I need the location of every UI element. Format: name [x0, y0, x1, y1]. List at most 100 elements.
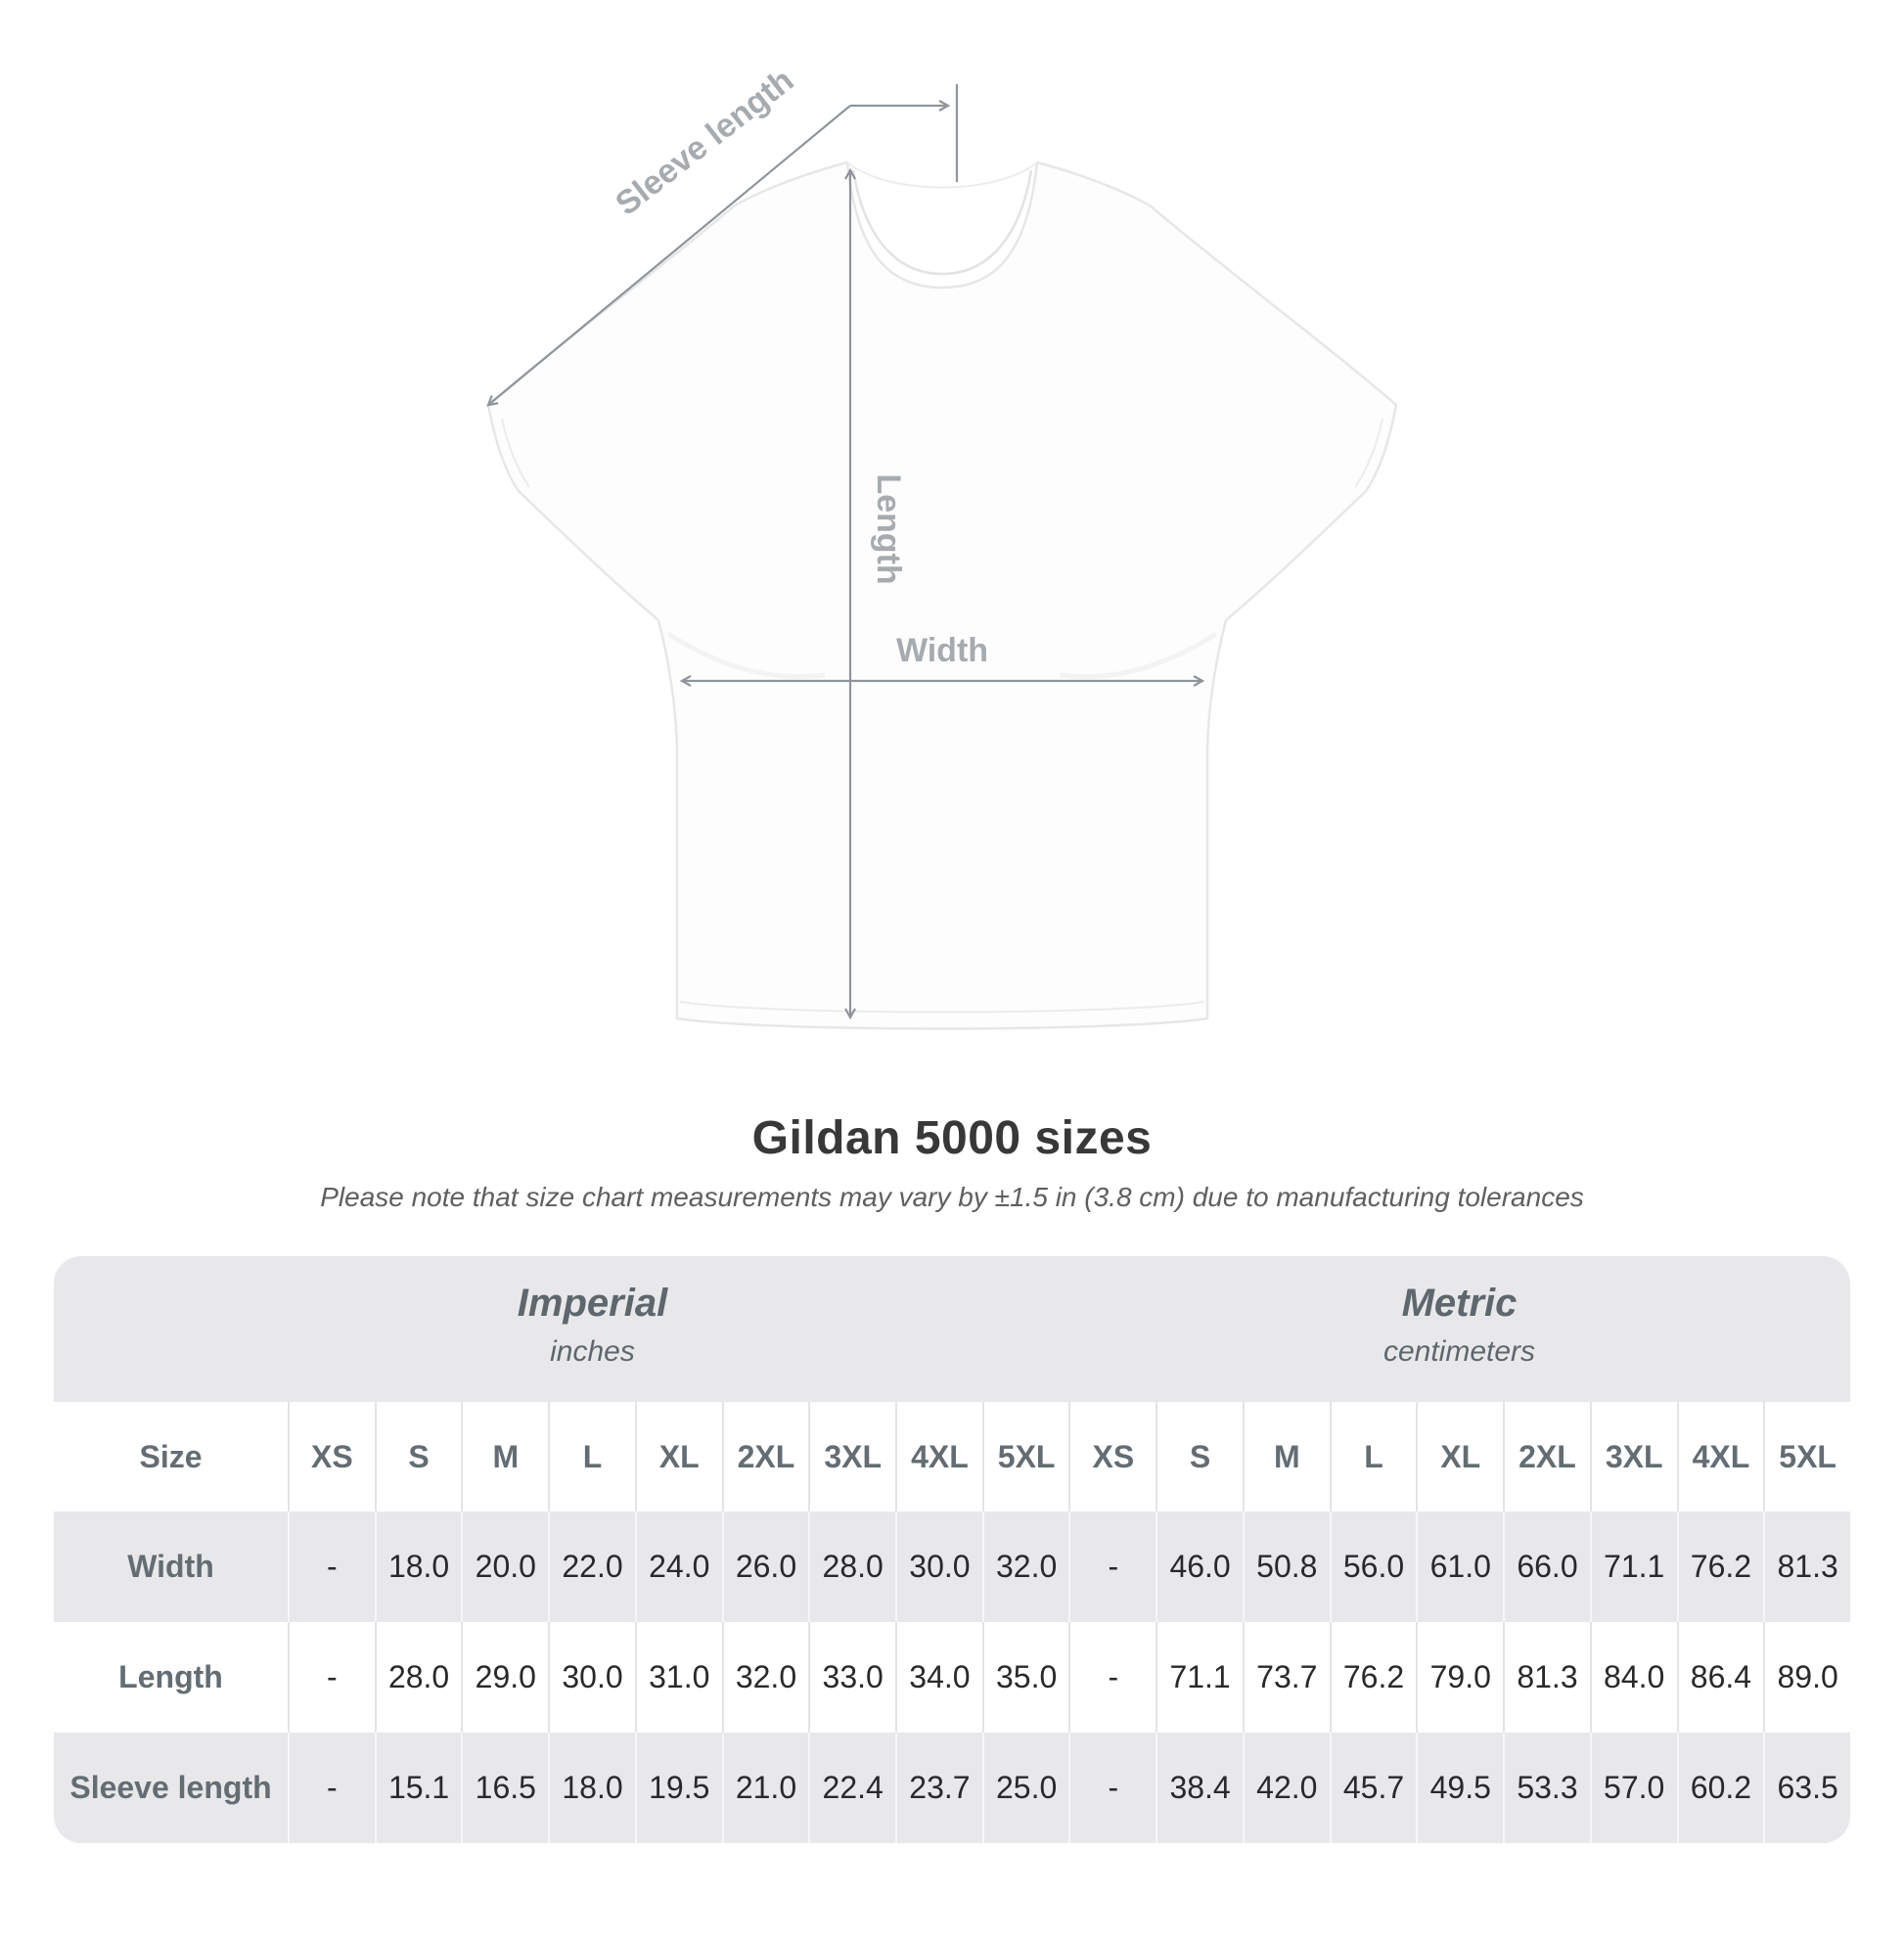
value-cell: 46.0 — [1156, 1511, 1243, 1622]
tshirt-diagram-svg: Sleeve length Length Width — [486, 62, 1398, 1030]
value-cell: 30.0 — [895, 1511, 982, 1622]
size-col-imperial-m: M — [461, 1402, 548, 1511]
size-col-metric-l: L — [1329, 1402, 1417, 1511]
size-col-metric-m: M — [1242, 1402, 1330, 1511]
value-cell: 81.3 — [1503, 1622, 1590, 1733]
value-cell: 81.3 — [1763, 1511, 1850, 1622]
size-table: Imperial inches Metric centimeters Size … — [54, 1256, 1850, 1843]
bottom-hem-line — [679, 1001, 1205, 1014]
value-cell: 22.4 — [808, 1733, 895, 1843]
size-col-imperial-l: L — [548, 1402, 635, 1511]
value-cell: 66.0 — [1503, 1511, 1590, 1622]
value-cell: 16.5 — [461, 1733, 548, 1843]
size-col-metric-s: S — [1156, 1402, 1243, 1511]
length-label: Length — [870, 473, 907, 584]
value-cell: - — [1068, 1511, 1156, 1622]
value-cell: - — [288, 1733, 375, 1843]
collar-back-line — [846, 161, 1038, 189]
value-cell: 15.1 — [374, 1733, 462, 1843]
value-cell: 60.2 — [1676, 1733, 1764, 1843]
value-cell: 38.4 — [1156, 1733, 1243, 1843]
row-label-sleeve-length: Sleeve length — [69, 1770, 272, 1805]
size-header-row: Size XS S M L XL 2XL 3XL 4XL 5XL XS S M … — [54, 1402, 1850, 1511]
size-col-imperial-2xl: 2XL — [721, 1402, 809, 1511]
value-cell: 89.0 — [1763, 1622, 1850, 1733]
value-cell: 76.2 — [1676, 1511, 1764, 1622]
value-cell: 20.0 — [461, 1511, 548, 1622]
value-cell: 28.0 — [374, 1622, 462, 1733]
imperial-unit: inches — [550, 1335, 635, 1368]
tshirt-measurement-diagram: Sleeve length Length Width — [316, 35, 1588, 1072]
size-col-imperial-3xl: 3XL — [808, 1402, 895, 1511]
value-cell: 71.1 — [1589, 1511, 1677, 1622]
table-row-length: Length - 28.0 29.0 30.0 31.0 32.0 33.0 3… — [54, 1622, 1850, 1733]
value-cell: 34.0 — [895, 1622, 982, 1733]
value-cell: 49.5 — [1416, 1733, 1503, 1843]
measurement-arrows — [486, 84, 1205, 1020]
size-col-imperial-s: S — [374, 1402, 462, 1511]
right-sleeve-hem-line — [1354, 418, 1383, 488]
value-cell: 23.7 — [895, 1733, 982, 1843]
metric-header: Metric centimeters — [1068, 1256, 1850, 1402]
value-cell: 31.0 — [634, 1622, 722, 1733]
tolerance-note: Please note that size chart measurements… — [320, 1182, 1584, 1212]
value-cell: 76.2 — [1329, 1622, 1417, 1733]
value-cell: - — [1068, 1733, 1156, 1843]
imperial-header: Imperial inches — [54, 1256, 1068, 1402]
value-cell: 71.1 — [1156, 1622, 1243, 1733]
value-cell: 35.0 — [981, 1622, 1069, 1733]
value-cell: 45.7 — [1329, 1733, 1417, 1843]
value-cell: 32.0 — [721, 1622, 809, 1733]
value-cell: - — [288, 1511, 375, 1622]
value-cell: 86.4 — [1676, 1622, 1764, 1733]
metric-unit: centimeters — [1383, 1335, 1536, 1368]
value-cell: 18.0 — [374, 1511, 462, 1622]
left-sleeve-hem-line — [501, 418, 530, 488]
sleeve-length-arrow — [486, 105, 851, 407]
value-cell: 19.5 — [634, 1733, 722, 1843]
size-col-metric-3xl: 3XL — [1589, 1402, 1677, 1511]
value-cell: 21.0 — [721, 1733, 809, 1843]
size-col-metric-5xl: 5XL — [1763, 1402, 1850, 1511]
size-col-metric-xl: XL — [1416, 1402, 1503, 1511]
size-col-imperial-xs: XS — [288, 1402, 375, 1511]
size-label: Size — [139, 1438, 203, 1474]
value-cell: 50.8 — [1242, 1511, 1330, 1622]
value-cell: 53.3 — [1503, 1733, 1590, 1843]
unit-header-row: Imperial inches Metric centimeters — [54, 1256, 1850, 1402]
value-cell: 73.7 — [1242, 1622, 1330, 1733]
value-cell: 57.0 — [1589, 1733, 1677, 1843]
size-col-imperial-5xl: 5XL — [981, 1402, 1069, 1511]
value-cell: 22.0 — [548, 1511, 635, 1622]
value-cell: 30.0 — [548, 1622, 635, 1733]
value-cell: 29.0 — [461, 1622, 548, 1733]
size-col-imperial-xl: XL — [634, 1402, 722, 1511]
value-cell: - — [288, 1622, 375, 1733]
value-cell: 28.0 — [808, 1511, 895, 1622]
size-col-metric-4xl: 4XL — [1676, 1402, 1764, 1511]
imperial-name: Imperial — [517, 1282, 668, 1325]
value-cell: 42.0 — [1242, 1733, 1330, 1843]
value-cell: 24.0 — [634, 1511, 722, 1622]
row-label-length: Length — [118, 1659, 223, 1694]
row-label-width: Width — [127, 1549, 214, 1584]
value-cell: 84.0 — [1589, 1622, 1677, 1733]
value-cell: 26.0 — [721, 1511, 809, 1622]
table-row-sleeve-length: Sleeve length - 15.1 16.5 18.0 19.5 21.0… — [54, 1733, 1850, 1843]
metric-name: Metric — [1401, 1282, 1518, 1325]
size-col-metric-xs: XS — [1068, 1402, 1156, 1511]
collar-inner-line — [851, 169, 1033, 276]
value-cell: 33.0 — [808, 1622, 895, 1733]
value-cell: 63.5 — [1763, 1733, 1850, 1843]
value-cell: 61.0 — [1416, 1511, 1503, 1622]
width-label: Width — [896, 632, 988, 669]
size-col-imperial-4xl: 4XL — [895, 1402, 982, 1511]
value-cell: 25.0 — [981, 1733, 1069, 1843]
page-title: Gildan 5000 sizes — [751, 1112, 1153, 1164]
table-row-width: Width - 18.0 20.0 22.0 24.0 26.0 28.0 30… — [54, 1511, 1850, 1622]
value-cell: 79.0 — [1416, 1622, 1503, 1733]
value-cell: 56.0 — [1329, 1511, 1417, 1622]
value-cell: 18.0 — [548, 1733, 635, 1843]
value-cell: - — [1068, 1622, 1156, 1733]
value-cell: 32.0 — [981, 1511, 1069, 1622]
